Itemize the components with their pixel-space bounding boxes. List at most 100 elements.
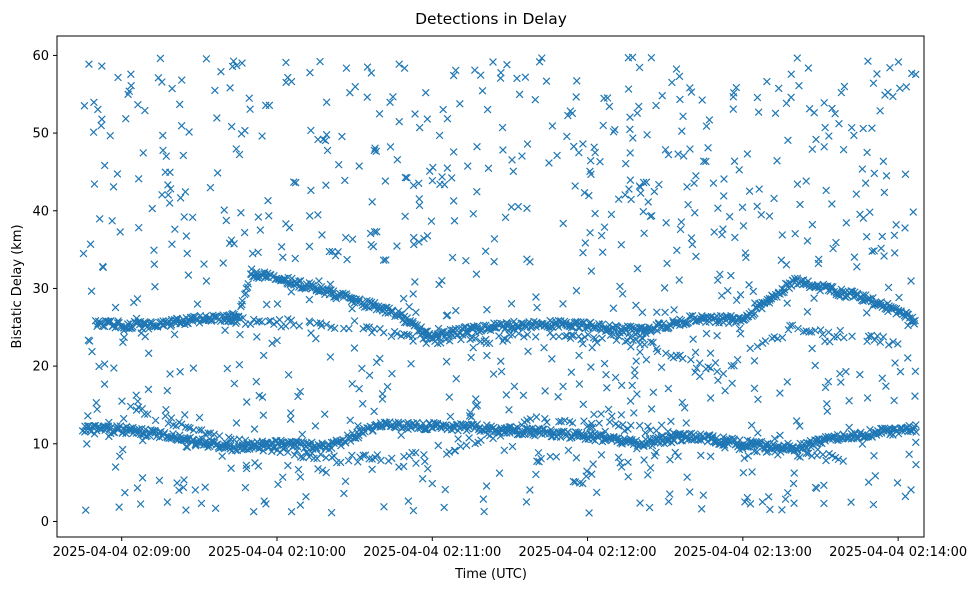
detection-point: [287, 507, 296, 516]
detection-point: [709, 179, 718, 187]
detection-point: [819, 481, 828, 490]
detection-point: [391, 312, 399, 321]
detection-point: [111, 303, 120, 312]
detection-point: [628, 381, 637, 390]
detection-point: [779, 444, 788, 453]
detection-point: [238, 441, 247, 449]
detection-point: [143, 410, 152, 418]
detection-point: [98, 115, 106, 124]
detection-point: [770, 194, 778, 203]
detection-point: [869, 302, 877, 310]
detection-point: [303, 448, 311, 456]
detection-point: [600, 359, 609, 368]
detection-point: [195, 426, 203, 434]
detection-point: [472, 270, 481, 279]
detection-point: [660, 284, 669, 292]
detection-point: [370, 227, 379, 236]
detection-point: [118, 397, 126, 406]
detection-point: [105, 418, 113, 427]
detection-point: [674, 452, 682, 461]
detection-point: [182, 506, 190, 514]
detection-point: [348, 235, 357, 243]
detection-point: [735, 166, 744, 174]
detection-point: [287, 287, 296, 296]
detection-point: [305, 453, 314, 461]
detection-point: [802, 177, 811, 185]
chart-title: Detections in Delay: [415, 10, 567, 28]
detection-point: [633, 264, 642, 273]
detection-point: [843, 292, 852, 300]
detection-point: [645, 503, 654, 512]
detection-point: [616, 282, 624, 291]
detection-point: [621, 191, 629, 199]
detection-point: [124, 90, 132, 99]
detection-point: [624, 458, 632, 466]
detection-point: [600, 94, 608, 103]
y-tick-label: 0: [41, 515, 49, 530]
detection-point: [134, 174, 143, 183]
detection-point: [890, 396, 898, 405]
detection-point: [864, 57, 872, 66]
detection-point: [230, 379, 239, 388]
detection-point: [818, 330, 827, 339]
detection-point: [411, 278, 419, 286]
detection-point: [314, 211, 322, 219]
detection-point: [428, 479, 437, 488]
detection-point: [911, 70, 920, 79]
detection-point: [235, 435, 244, 444]
detection-point: [134, 223, 143, 232]
detection-point: [778, 231, 787, 239]
detection-point: [454, 435, 462, 443]
detection-point: [499, 337, 507, 346]
detection-point: [111, 463, 120, 471]
detection-point: [766, 505, 774, 514]
detection-point: [676, 225, 685, 234]
detection-point: [200, 440, 209, 449]
detection-point: [880, 188, 889, 197]
detection-point: [451, 306, 460, 315]
detection-point: [380, 502, 388, 511]
detection-point: [93, 405, 101, 414]
detection-point: [507, 299, 516, 308]
detection-point: [613, 323, 622, 332]
detection-point: [457, 335, 465, 344]
detection-point: [411, 110, 419, 118]
detection-point: [808, 344, 816, 353]
detection-point: [151, 416, 160, 425]
detection-point: [90, 180, 99, 188]
detection-point: [170, 225, 179, 234]
detection-point: [593, 338, 601, 347]
detection-point: [781, 495, 790, 504]
detection-point: [861, 179, 870, 187]
detection-point: [572, 77, 581, 85]
detection-point: [652, 308, 661, 317]
detection-point: [548, 355, 556, 363]
detection-point: [672, 65, 681, 73]
plot-area: [56, 35, 925, 538]
detection-point: [654, 180, 663, 189]
detection-point: [449, 71, 458, 80]
detection-point: [587, 267, 596, 275]
detection-point: [643, 471, 652, 479]
detection-point: [632, 357, 641, 365]
detection-point: [590, 410, 598, 419]
detection-point: [706, 452, 715, 461]
detection-point: [859, 214, 868, 222]
detection-point: [415, 201, 424, 210]
detection-point: [327, 444, 336, 453]
detection-point: [379, 328, 388, 337]
detection-point: [370, 325, 379, 333]
detection-point: [177, 121, 186, 130]
detection-point: [399, 462, 408, 471]
detection-point: [202, 54, 211, 63]
detection-point: [445, 448, 454, 456]
detection-point: [682, 419, 691, 427]
detection-point: [479, 495, 488, 503]
detection-point: [685, 84, 694, 92]
detection-point: [217, 67, 225, 76]
detection-point: [575, 380, 584, 388]
detection-point: [585, 191, 593, 200]
detection-point: [345, 324, 353, 333]
detection-point: [687, 355, 695, 364]
detection-point: [239, 314, 247, 322]
